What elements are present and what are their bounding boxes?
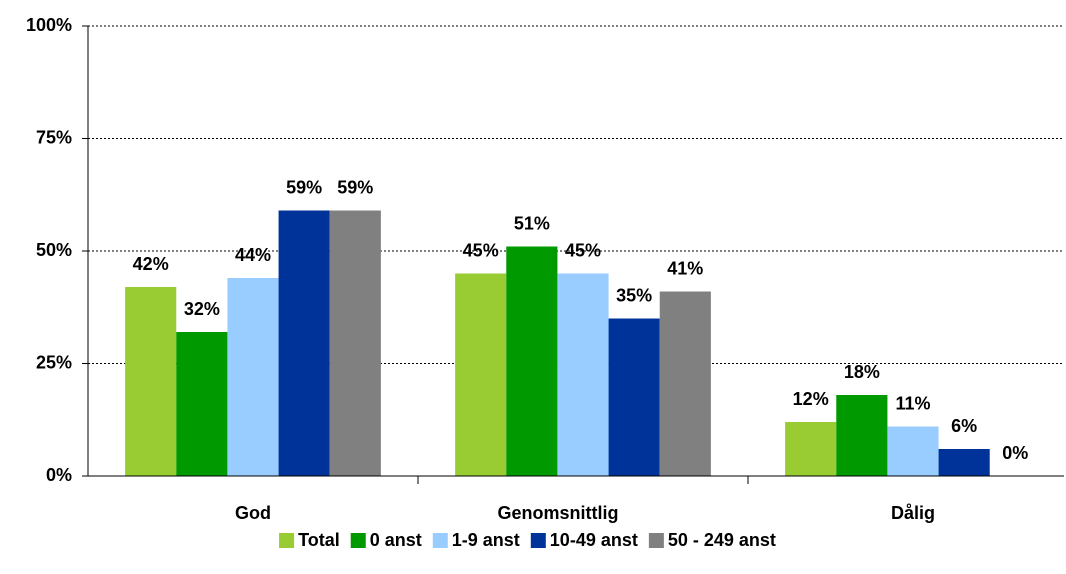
value-label: 0% [1002, 443, 1028, 463]
y-tick-label: 75% [36, 127, 72, 147]
bar [329, 210, 381, 476]
y-tick-label: 0% [46, 465, 72, 485]
bar [506, 246, 558, 476]
bar [455, 273, 507, 476]
x-tick-label: God [235, 503, 271, 523]
legend-label: 50 - 249 anst [668, 530, 776, 550]
y-tick-label: 50% [36, 240, 72, 260]
value-label: 6% [951, 416, 977, 436]
bar [836, 395, 888, 476]
legend-swatch [350, 533, 366, 548]
bar [785, 422, 837, 476]
legend-swatch [432, 533, 448, 548]
legend-swatch [648, 533, 664, 548]
value-label: 41% [667, 258, 703, 278]
value-label: 12% [793, 389, 829, 409]
bar [557, 273, 609, 476]
value-label: 59% [286, 177, 322, 197]
bar [125, 287, 177, 476]
value-label: 18% [844, 362, 880, 382]
x-tick-label: Genomsnittlig [498, 503, 619, 523]
bar [938, 449, 990, 476]
value-label: 45% [463, 240, 499, 260]
bar [608, 318, 660, 476]
bar [227, 278, 279, 476]
x-tick-label: Dålig [891, 503, 935, 523]
legend-label: 10-49 anst [550, 530, 638, 550]
bar [659, 291, 711, 476]
value-label: 51% [514, 213, 550, 233]
bar [278, 210, 330, 476]
bar [887, 426, 939, 476]
value-label: 42% [133, 254, 169, 274]
value-label: 59% [337, 177, 373, 197]
value-label: 44% [235, 245, 271, 265]
value-label: 35% [616, 285, 652, 305]
legend-label: Total [298, 530, 340, 550]
value-label: 11% [895, 393, 930, 413]
legend-label: 0 anst [370, 530, 422, 550]
legend-swatch [530, 533, 546, 548]
legend-swatch [279, 533, 295, 548]
value-label: 45% [565, 240, 601, 260]
bar [176, 332, 228, 476]
legend-label: 1-9 anst [452, 530, 520, 550]
y-tick-label: 25% [36, 352, 72, 372]
y-tick-label: 100% [26, 15, 72, 35]
value-label: 32% [184, 299, 220, 319]
